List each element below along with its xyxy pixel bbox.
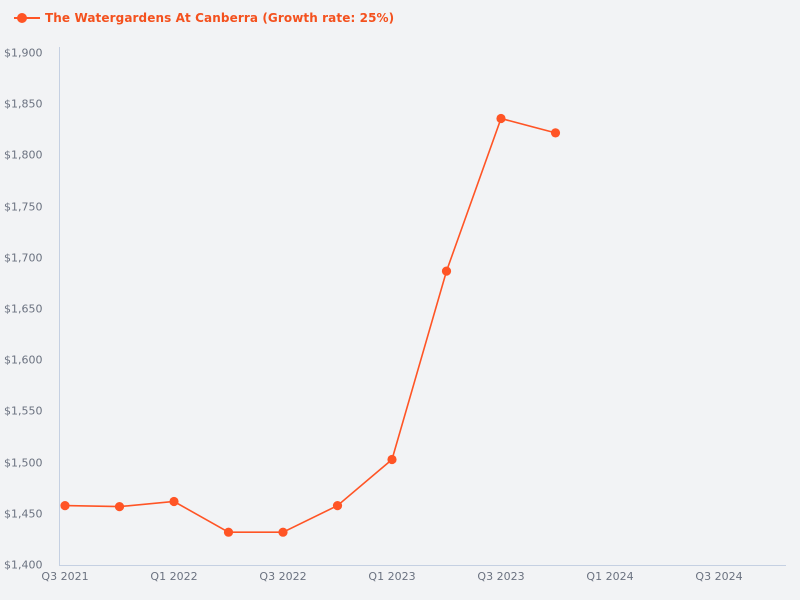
- x-tick-label: Q3 2023: [477, 570, 525, 583]
- data-point[interactable]: [496, 113, 506, 124]
- y-tick-label: $1,450: [4, 507, 43, 521]
- y-tick-label: $1,600: [4, 353, 43, 367]
- data-point[interactable]: [441, 266, 452, 276]
- x-tick-label: Q1 2023: [368, 570, 416, 583]
- x-tick-label: Q3 2024: [695, 570, 743, 583]
- data-point[interactable]: [114, 502, 125, 512]
- y-tick-label: $1,500: [4, 456, 43, 470]
- y-tick-label: $1,800: [4, 148, 43, 162]
- x-tick-label: Q1 2022: [150, 570, 198, 583]
- y-tick-label: $1,400: [4, 558, 43, 572]
- series-line: [64, 117, 556, 534]
- data-point[interactable]: [223, 527, 234, 537]
- data-point[interactable]: [60, 501, 70, 511]
- chart-legend[interactable]: The Watergardens At Canberra (Growth rat…: [14, 9, 394, 27]
- y-tick-label: $1,900: [4, 46, 43, 60]
- legend-line-dot-marker-icon: [14, 12, 40, 24]
- legend-series-label: The Watergardens At Canberra (Growth rat…: [45, 11, 395, 25]
- data-point[interactable]: [550, 128, 561, 138]
- data-point[interactable]: [332, 501, 343, 511]
- y-tick-label: $1,650: [4, 302, 43, 316]
- x-axis-line: [59, 565, 786, 566]
- series-data-points: [60, 113, 561, 537]
- x-tick-label: Q3 2021: [41, 570, 89, 583]
- data-point[interactable]: [387, 454, 397, 465]
- data-point[interactable]: [169, 496, 179, 507]
- y-tick-label: $1,850: [4, 97, 43, 111]
- y-tick-label: $1,750: [4, 200, 43, 214]
- x-tick-label: Q3 2022: [259, 570, 307, 583]
- y-tick-label: $1,700: [4, 251, 43, 265]
- y-tick-label: $1,550: [4, 404, 43, 418]
- data-point[interactable]: [278, 527, 288, 537]
- y-axis-line: [59, 47, 60, 566]
- x-tick-label: Q1 2024: [586, 570, 634, 583]
